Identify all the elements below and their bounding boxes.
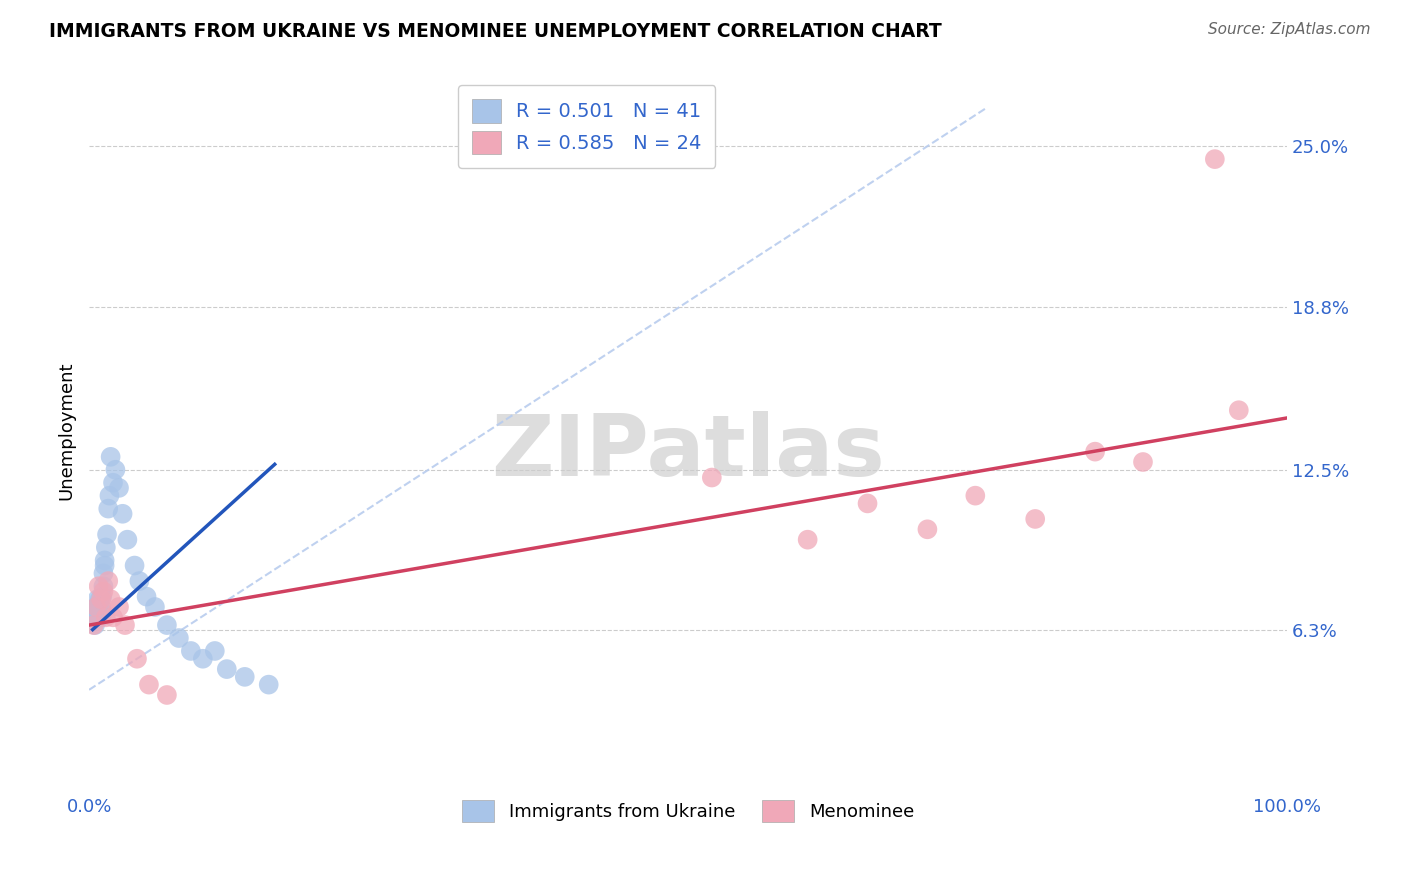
Point (128, 574, 150, 588)
Point (156, 618, 179, 632)
Point (700, 470, 723, 484)
Point (917, 522, 939, 536)
Point (191, 651, 214, 665)
Point (87, 610, 110, 624)
Text: ZIPatlas: ZIPatlas (491, 411, 884, 494)
Point (215, 662, 238, 676)
Point (93, 566, 115, 581)
Point (93, 558, 115, 573)
Legend: Immigrants from Ukraine, Menominee: Immigrants from Ukraine, Menominee (449, 788, 927, 835)
Point (94, 541, 117, 555)
Point (86, 605, 108, 619)
Point (111, 507, 134, 521)
Point (1132, 455, 1154, 469)
Point (87, 598, 110, 612)
Point (100, 450, 122, 464)
Point (856, 496, 879, 510)
Point (125, 651, 148, 665)
Y-axis label: Unemployment: Unemployment (58, 361, 75, 500)
Point (257, 678, 280, 692)
Point (97, 501, 120, 516)
Point (108, 481, 131, 495)
Point (90, 610, 112, 624)
Point (114, 618, 136, 632)
Point (90, 599, 112, 614)
Point (965, 489, 987, 503)
Point (93, 584, 115, 599)
Point (91, 590, 114, 604)
Point (204, 644, 226, 658)
Point (100, 592, 122, 607)
Point (143, 599, 166, 614)
Point (101, 475, 124, 490)
Point (98, 489, 121, 503)
Point (108, 599, 131, 614)
Text: Source: ZipAtlas.com: Source: ZipAtlas.com (1208, 22, 1371, 37)
Point (84, 618, 107, 632)
Point (84, 599, 107, 614)
Point (83, 618, 105, 632)
Point (94, 610, 117, 624)
Point (138, 678, 160, 692)
Point (1204, 152, 1226, 166)
Point (89, 592, 111, 607)
Point (233, 670, 256, 684)
Point (90, 592, 112, 607)
Point (83, 605, 105, 619)
Point (135, 590, 157, 604)
Point (84, 610, 107, 624)
Point (104, 463, 127, 477)
Point (1024, 512, 1046, 526)
Point (87, 579, 110, 593)
Point (124, 558, 146, 573)
Point (84, 599, 107, 614)
Point (167, 631, 190, 645)
Point (180, 644, 202, 658)
Point (86, 592, 108, 607)
Point (96, 527, 118, 541)
Text: IMMIGRANTS FROM UKRAINE VS MENOMINEE UNEMPLOYMENT CORRELATION CHART: IMMIGRANTS FROM UKRAINE VS MENOMINEE UNE… (49, 22, 942, 41)
Point (91, 605, 114, 619)
Point (117, 533, 139, 547)
Point (93, 553, 115, 567)
Point (796, 533, 818, 547)
Point (82, 610, 104, 624)
Point (89, 605, 111, 619)
Point (156, 688, 179, 702)
Point (1227, 403, 1250, 417)
Point (101, 610, 124, 624)
Point (93, 579, 115, 593)
Point (1084, 444, 1107, 458)
Point (97, 574, 120, 588)
